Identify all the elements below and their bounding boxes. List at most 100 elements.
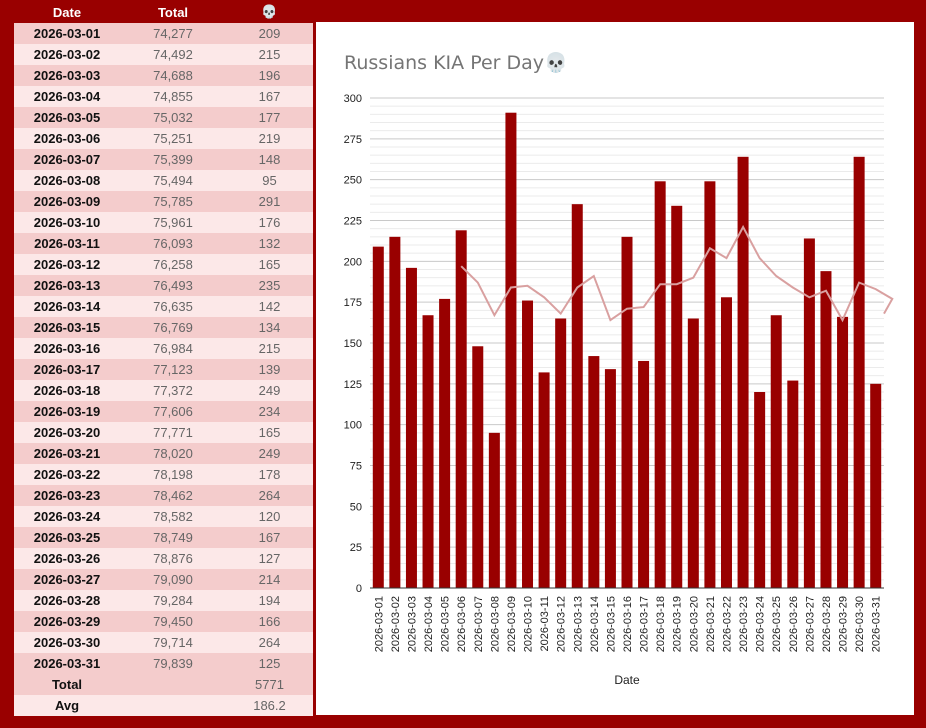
row-total: 77,606 xyxy=(153,404,193,419)
table-row: 2026-03-08 75,494 95 xyxy=(14,170,313,191)
row-kia: 125 xyxy=(258,656,281,671)
row-kia: 167 xyxy=(258,530,281,545)
y-tick-label: 125 xyxy=(344,379,362,391)
row-total: 74,492 xyxy=(153,47,193,62)
row-kia: 234 xyxy=(258,404,281,419)
moving-average-line xyxy=(460,224,894,323)
bar xyxy=(803,238,815,588)
row-date: 2026-03-29 xyxy=(33,614,101,629)
x-tick-label: 2026-03-02 xyxy=(390,596,402,652)
x-tick-label: 2026-03-08 xyxy=(489,596,501,652)
row-date: 2026-03-03 xyxy=(33,68,101,83)
bar xyxy=(604,369,616,588)
row-date: 2026-03-01 xyxy=(33,26,101,41)
x-tick-label: 2026-03-09 xyxy=(506,596,518,652)
row-total: 77,771 xyxy=(153,425,193,440)
row-total: 77,123 xyxy=(153,362,193,377)
bar xyxy=(522,300,534,588)
bar xyxy=(405,267,417,588)
table-row: 2026-03-16 76,984 215 xyxy=(14,338,313,359)
bar xyxy=(820,271,832,588)
row-total: 78,876 xyxy=(153,551,193,566)
table-row: 2026-03-20 77,771 165 xyxy=(14,422,313,443)
table-body: 2026-03-01 74,277 209 2026-03-02 74,492 215 20… xyxy=(14,23,313,674)
bar xyxy=(472,346,484,588)
x-tick-label: 2026-03-04 xyxy=(423,596,435,652)
y-tick-label: 100 xyxy=(344,420,362,432)
row-kia: 165 xyxy=(258,257,281,272)
row-date: 2026-03-09 xyxy=(33,194,101,209)
table-row: 2026-03-27 79,090 214 xyxy=(14,569,313,590)
row-kia: 165 xyxy=(258,425,281,440)
table-row: 2026-03-05 75,032 177 xyxy=(14,107,313,128)
table-row: 2026-03-07 75,399 148 xyxy=(14,149,313,170)
row-kia: 215 xyxy=(258,341,281,356)
row-kia: 264 xyxy=(258,635,281,650)
y-tick-label: 175 xyxy=(344,297,362,309)
row-kia: 176 xyxy=(258,215,281,230)
row-total: 78,462 xyxy=(153,488,193,503)
total-value: 5771 xyxy=(255,677,284,692)
table-row: 2026-03-04 74,855 167 xyxy=(14,86,313,107)
row-kia: 214 xyxy=(258,572,281,587)
table-row: 2026-03-30 79,714 264 xyxy=(14,632,313,653)
x-tick-label: 2026-03-16 xyxy=(622,596,634,652)
bar xyxy=(638,360,650,588)
table-row: 2026-03-23 78,462 264 xyxy=(14,485,313,506)
x-tick-label: 2026-03-17 xyxy=(639,596,651,652)
row-kia: 215 xyxy=(258,47,281,62)
row-total: 76,258 xyxy=(153,257,193,272)
row-total: 74,855 xyxy=(153,89,193,104)
bar xyxy=(837,316,849,588)
bar xyxy=(687,318,699,588)
x-tick-label: 2026-03-31 xyxy=(871,596,883,652)
bar xyxy=(621,236,633,589)
header-total: Total xyxy=(157,5,189,20)
table-row: 2026-03-26 78,876 127 xyxy=(14,548,313,569)
y-tick-label: 275 xyxy=(344,134,362,146)
table-row: 2026-03-19 77,606 234 xyxy=(14,401,313,422)
x-tick-label: 2026-03-23 xyxy=(738,596,750,652)
row-date: 2026-03-27 xyxy=(33,572,101,587)
x-tick-label: 2026-03-21 xyxy=(705,596,717,652)
row-date: 2026-03-19 xyxy=(33,404,101,419)
kia-table: Date Total 💀 2026-03-01 74,277 209 2026-03-… xyxy=(14,2,313,716)
chart-title: Russians KIA Per Day💀 xyxy=(344,51,568,74)
x-tick-label: 2026-03-07 xyxy=(473,596,485,652)
row-date: 2026-03-18 xyxy=(33,383,101,398)
row-date: 2026-03-20 xyxy=(33,425,101,440)
row-date: 2026-03-31 xyxy=(33,656,101,671)
row-kia: 120 xyxy=(258,509,281,524)
row-date: 2026-03-22 xyxy=(33,467,101,482)
row-total: 79,714 xyxy=(153,635,193,650)
row-total: 78,198 xyxy=(153,467,193,482)
bar xyxy=(754,392,766,588)
table-row: 2026-03-03 74,688 196 xyxy=(14,65,313,86)
bar xyxy=(422,315,434,588)
bar xyxy=(538,372,550,588)
row-total: 79,450 xyxy=(153,614,193,629)
bar xyxy=(654,181,666,589)
bar xyxy=(555,318,567,588)
table-row: 2026-03-06 75,251 219 xyxy=(14,128,313,149)
x-axis-label: Date xyxy=(614,673,640,687)
x-tick-label: 2026-03-28 xyxy=(821,596,833,652)
bar xyxy=(720,297,732,588)
row-kia: 249 xyxy=(258,383,281,398)
y-tick-label: 150 xyxy=(344,338,362,350)
row-kia: 235 xyxy=(258,278,281,293)
row-date: 2026-03-04 xyxy=(33,89,101,104)
row-kia: 209 xyxy=(258,26,281,41)
row-total: 76,984 xyxy=(153,341,193,356)
row-date: 2026-03-13 xyxy=(33,278,101,293)
bar xyxy=(455,230,467,589)
y-tick-label: 300 xyxy=(344,93,362,105)
row-date: 2026-03-06 xyxy=(33,131,101,146)
bar xyxy=(588,356,600,588)
y-tick-label: 200 xyxy=(344,256,362,268)
x-tick-label: 2026-03-15 xyxy=(605,596,617,652)
row-date: 2026-03-11 xyxy=(34,236,100,251)
table-row: 2026-03-22 78,198 178 xyxy=(14,464,313,485)
header-date: Date xyxy=(52,5,82,20)
row-total: 78,749 xyxy=(153,530,193,545)
